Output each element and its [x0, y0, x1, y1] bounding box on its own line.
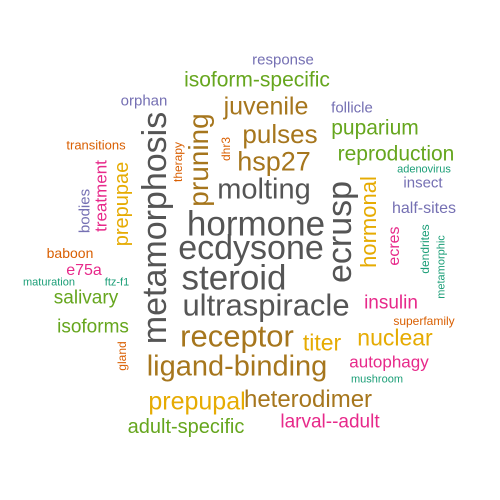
word-ecdysone: ecdysone	[178, 229, 324, 267]
word-gland: gland	[115, 341, 129, 371]
word-juvenile: juvenile	[223, 92, 309, 121]
word-pulses: pulses	[242, 119, 318, 149]
word-heterodimer: heterodimer	[243, 386, 373, 413]
word-pruning: pruning	[183, 113, 214, 207]
word-isoform-specific: isoform-specific	[184, 68, 330, 92]
word-hormone: hormone	[186, 204, 326, 244]
word-autophagy: autophagy	[349, 352, 429, 372]
word-therapy: therapy	[171, 141, 185, 183]
word-hormonal: hormonal	[356, 176, 381, 268]
word-hsp27: hsp27	[237, 146, 311, 177]
word-transitions: transitions	[66, 137, 126, 153]
word-superfamily: superfamily	[393, 314, 455, 328]
word-ecrusp: ecrusp	[321, 180, 359, 284]
word-mushroom: mushroom	[351, 373, 403, 386]
word-maturation: maturation	[23, 276, 75, 289]
word-adenovirus: adenovirus	[397, 163, 451, 176]
word-follicle: follicle	[331, 99, 373, 117]
word-larval-adult: larval--adult	[280, 411, 380, 433]
word-ligand-binding: ligand-binding	[146, 350, 328, 383]
word-bodies: bodies	[76, 188, 94, 234]
word-insect: insect	[403, 174, 443, 192]
word-orphan: orphan	[120, 92, 168, 110]
word-prepupae: prepupae	[111, 161, 133, 247]
word-reproduction: reproduction	[337, 142, 455, 166]
word-treatment: treatment	[91, 160, 111, 232]
word-insulin: insulin	[364, 292, 418, 314]
word-ftz-f1: ftz-f1	[104, 276, 130, 289]
word-steroid: steroid	[181, 258, 287, 298]
word-e75a: e75a	[66, 262, 102, 279]
word-nuclear: nuclear	[357, 324, 433, 351]
word-metamorphosis: metamorphosis	[136, 111, 174, 345]
word-metamorphic: metamorphic	[435, 235, 448, 299]
word-receptor: receptor	[180, 318, 294, 354]
word-titer: titer	[302, 329, 342, 356]
word-salivary: salivary	[53, 287, 119, 309]
word-ultraspiracle: ultraspiracle	[182, 287, 350, 323]
word-response: response	[252, 51, 314, 69]
word-baboon: baboon	[46, 245, 94, 261]
word-half-sites: half-sites	[391, 200, 457, 217]
word-dhr3: dhr3	[219, 136, 233, 162]
word-puparium: puparium	[331, 116, 419, 140]
word-prepupal: prepupal	[148, 387, 246, 416]
word-adult-specific: adult-specific	[127, 416, 245, 438]
word-ecres: ecres	[386, 226, 403, 266]
word-dendrites: dendrites	[418, 224, 432, 274]
word-molting: molting	[217, 173, 311, 206]
word-isoforms: isoforms	[57, 316, 129, 338]
